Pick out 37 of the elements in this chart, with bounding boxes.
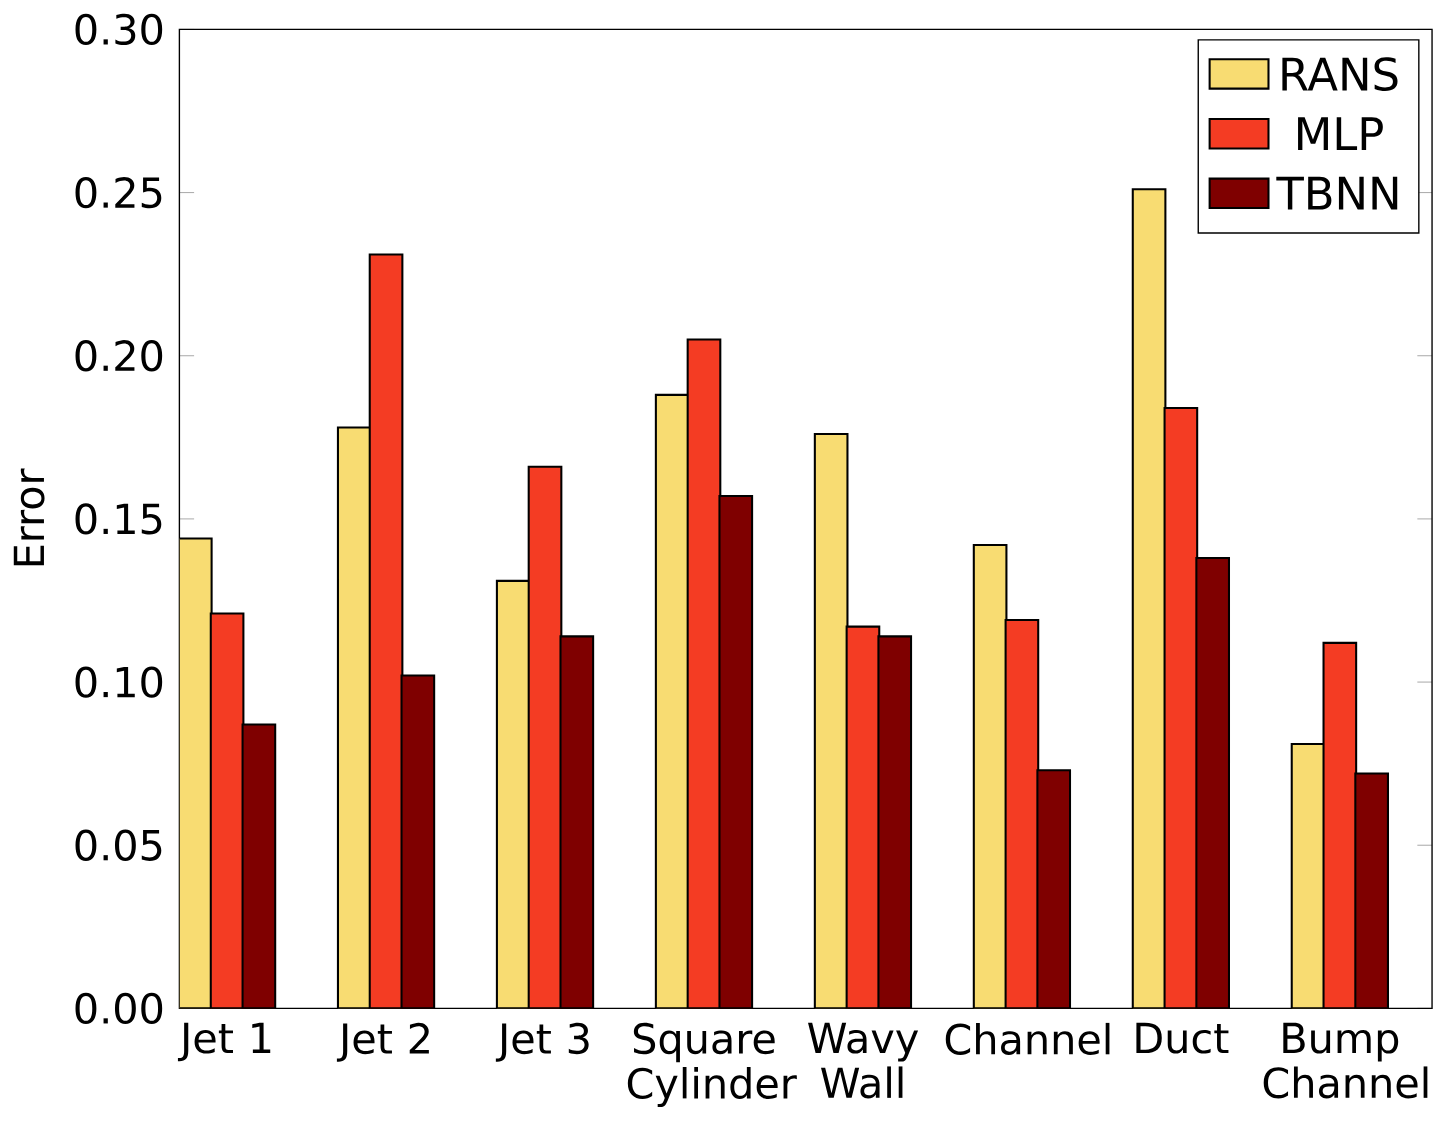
legend-label: RANS	[1282, 57, 1398, 92]
y-tick-label: 0.00	[75, 992, 163, 1025]
bar	[814, 434, 848, 1009]
y-tick-label: 0.10	[75, 666, 163, 698]
bar	[719, 496, 753, 1009]
x-tick-label: Square Cylinder	[627, 1022, 797, 1108]
bar	[242, 724, 276, 1009]
bar	[1037, 770, 1071, 1009]
bar	[1196, 558, 1229, 1009]
bar	[210, 613, 244, 1009]
x-tick-label: Bump Channel	[1263, 1022, 1428, 1099]
legend-label: MLP	[1298, 117, 1383, 151]
y-axis-title: Error	[13, 468, 45, 566]
x-tick-label: Channel	[945, 1022, 1110, 1055]
bar	[179, 538, 212, 1009]
bar	[401, 675, 435, 1009]
x-tick-label: Duct	[1136, 1022, 1229, 1054]
x-tick-label: Wavy Wall	[808, 1022, 919, 1099]
bar	[878, 636, 912, 1009]
x-tick-label: Jet 3	[495, 1022, 589, 1062]
bar	[1132, 189, 1166, 1009]
bar	[655, 395, 689, 1009]
y-tick-label: 0.15	[75, 503, 162, 535]
bar	[496, 581, 530, 1009]
bar	[369, 254, 403, 1009]
y-tick-label: 0.25	[75, 177, 162, 209]
bar	[973, 545, 1007, 1009]
y-tick-label: 0.20	[75, 340, 163, 372]
x-tick-label: Jet 2	[336, 1022, 429, 1062]
bar	[560, 636, 594, 1009]
y-tick-label: 0.30	[75, 13, 163, 46]
legend-label: TBNN	[1276, 176, 1398, 210]
y-tick-label: 0.05	[75, 829, 162, 861]
x-tick-label: Jet 1	[177, 1022, 271, 1062]
bar	[337, 427, 371, 1009]
bar	[1005, 620, 1039, 1009]
bar	[1354, 772, 1389, 1009]
